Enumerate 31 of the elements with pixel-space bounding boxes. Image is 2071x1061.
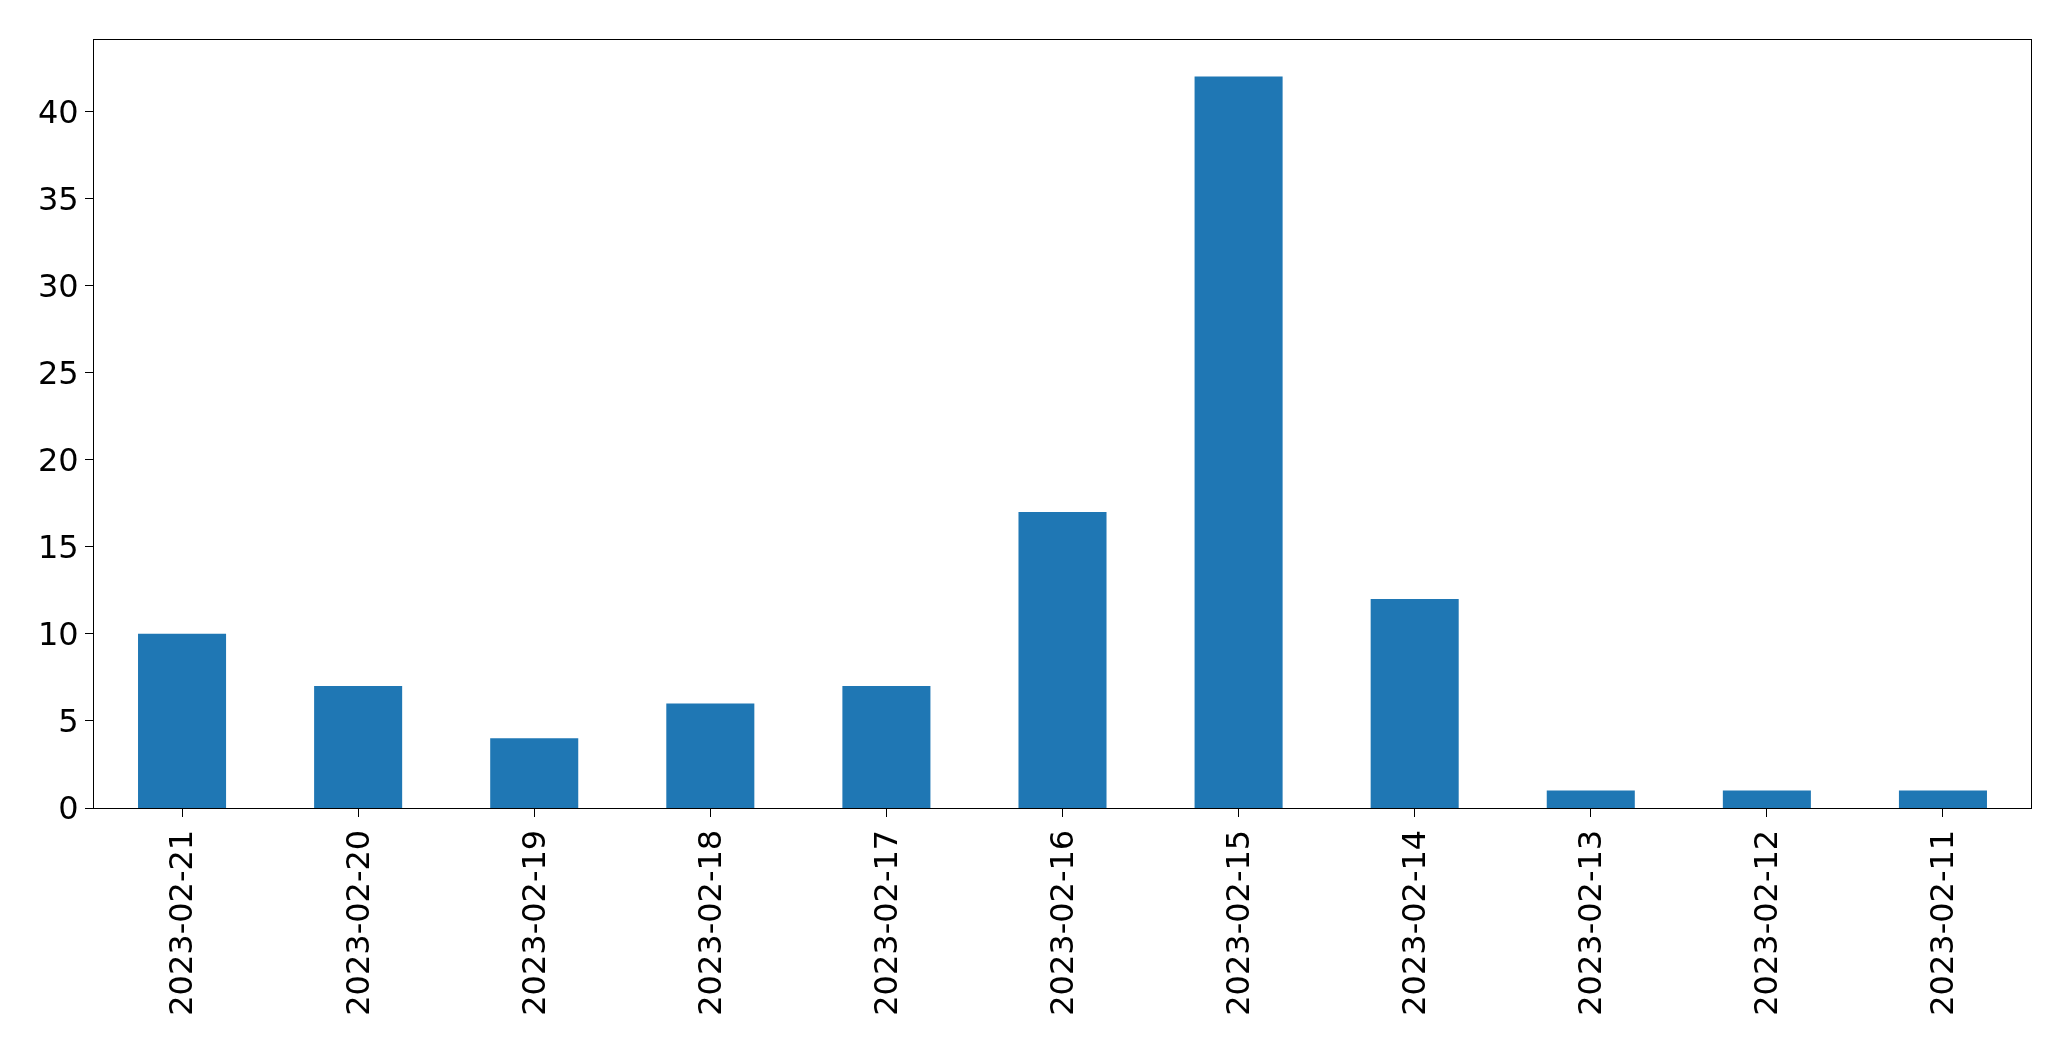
bar (666, 703, 755, 808)
bar (1018, 511, 1107, 808)
bar (1194, 76, 1283, 808)
bar (1722, 790, 1811, 808)
bar (138, 633, 227, 808)
x-tick-label: 2023-02-18 (690, 829, 729, 1016)
y-tick-label: 30 (37, 266, 79, 305)
bar (314, 686, 403, 808)
y-tick-label: 25 (37, 353, 79, 392)
y-tick-label: 10 (37, 615, 79, 654)
x-tick-label: 2023-02-13 (1571, 829, 1610, 1016)
x-tick-label: 2023-02-12 (1747, 829, 1786, 1016)
bar (1898, 790, 1987, 808)
bar (1546, 790, 1635, 808)
x-tick-label: 2023-02-16 (1042, 829, 1081, 1016)
bar (1370, 599, 1459, 808)
y-tick-label: 40 (37, 92, 79, 131)
x-tick-label: 2023-02-19 (514, 829, 553, 1016)
x-tick-label: 2023-02-20 (338, 829, 377, 1016)
y-tick-label: 0 (58, 789, 79, 828)
bar (490, 738, 579, 808)
x-tick-label: 2023-02-21 (162, 829, 201, 1016)
y-tick-label: 5 (58, 702, 79, 741)
y-tick-label: 15 (37, 527, 79, 566)
x-tick-label: 2023-02-17 (866, 829, 905, 1016)
y-tick-label: 20 (37, 440, 79, 479)
bar (842, 686, 931, 808)
x-tick-label: 2023-02-11 (1923, 829, 1962, 1016)
x-tick-label: 2023-02-14 (1395, 829, 1434, 1016)
y-tick-label: 35 (37, 179, 79, 218)
x-tick-label: 2023-02-15 (1218, 829, 1257, 1016)
